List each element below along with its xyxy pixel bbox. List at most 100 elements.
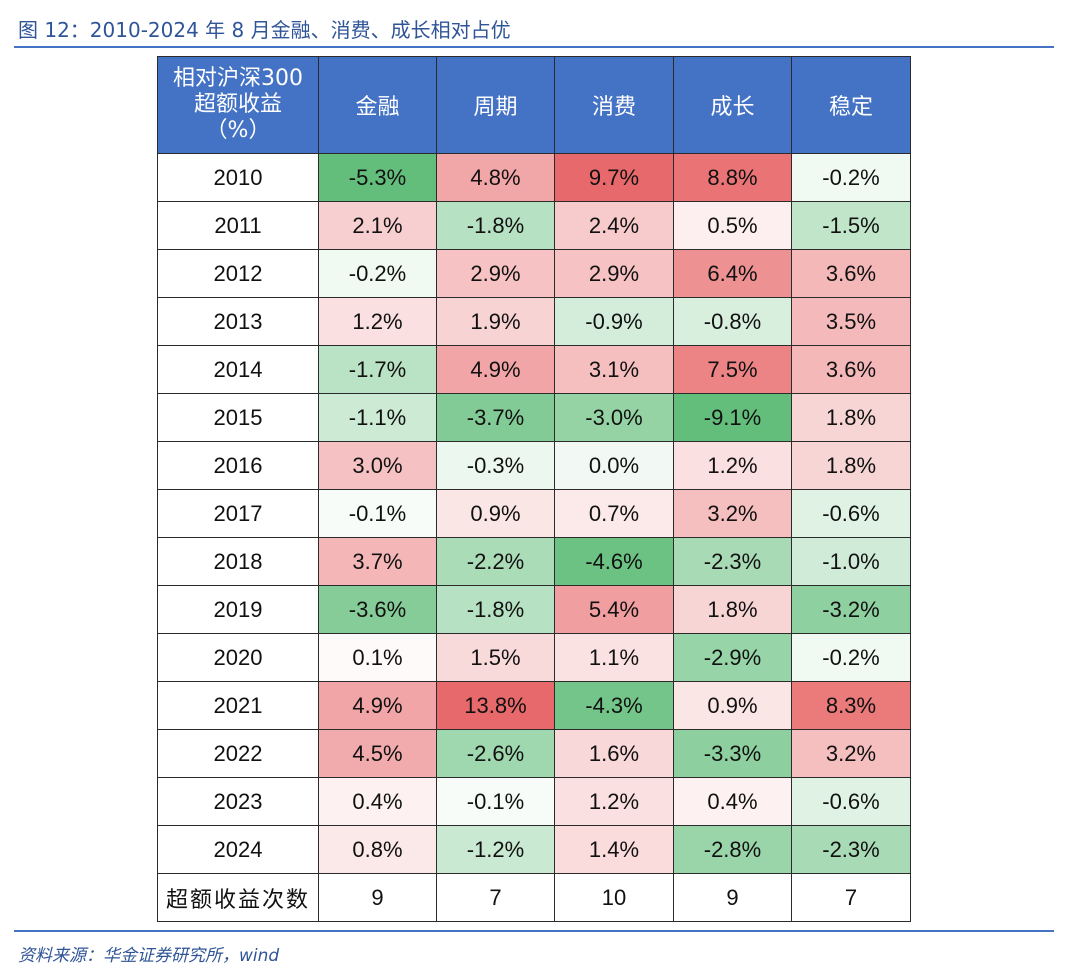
title-divider (14, 46, 1054, 48)
cell-cyclical: 0.9% (436, 489, 555, 538)
cell-stable: 3.2% (791, 729, 911, 778)
cell-stable: -0.6% (791, 777, 911, 826)
column-header-finance: 金融 (318, 56, 437, 154)
cell-cyclical: -1.8% (436, 585, 555, 634)
cell-consumer: 5.4% (554, 585, 674, 634)
cell-cyclical: 13.8% (436, 681, 555, 730)
cell-finance: 3.7% (318, 537, 437, 586)
cell-stable: 8.3% (791, 681, 911, 730)
cell-consumer: 3.1% (554, 345, 674, 394)
cell-consumer: 1.6% (554, 729, 674, 778)
corner-header-line-3: （%） (205, 118, 271, 143)
cell-growth: 6.4% (673, 249, 792, 298)
count-consumer: 10 (554, 873, 674, 922)
count-stable: 7 (791, 873, 911, 922)
cell-finance: 1.2% (318, 297, 437, 346)
table-row: 2016 3.0% -0.3% 0.0% 1.2% 1.8% (157, 441, 911, 490)
row-year-label: 2010 (157, 153, 319, 202)
cell-finance: -0.2% (318, 249, 437, 298)
corner-header: 相对沪深300 超额收益 （%） (157, 56, 319, 154)
cell-stable: -0.2% (791, 633, 911, 682)
cell-consumer: -3.0% (554, 393, 674, 442)
cell-finance: 0.8% (318, 825, 437, 874)
cell-cyclical: 4.9% (436, 345, 555, 394)
cell-growth: 3.2% (673, 489, 792, 538)
header-row: 相对沪深300 超额收益 （%） 金融 周期 消费 成长 稳定 (157, 56, 911, 154)
cell-finance: -1.1% (318, 393, 437, 442)
cell-finance: -0.1% (318, 489, 437, 538)
cell-stable: 1.8% (791, 393, 911, 442)
table-row: 2010 -5.3% 4.8% 9.7% 8.8% -0.2% (157, 153, 911, 202)
column-header-growth: 成长 (673, 56, 792, 154)
column-header-stable: 稳定 (791, 56, 911, 154)
cell-cyclical: -0.1% (436, 777, 555, 826)
cell-consumer: -4.3% (554, 681, 674, 730)
cell-stable: -1.5% (791, 201, 911, 250)
cell-growth: 1.8% (673, 585, 792, 634)
row-year-label: 2014 (157, 345, 319, 394)
row-year-label: 2021 (157, 681, 319, 730)
cell-growth: -2.8% (673, 825, 792, 874)
cell-consumer: -0.9% (554, 297, 674, 346)
cell-consumer: 1.4% (554, 825, 674, 874)
table-row: 2023 0.4% -0.1% 1.2% 0.4% -0.6% (157, 777, 911, 826)
count-growth: 9 (673, 873, 792, 922)
excess-return-table: 相对沪深300 超额收益 （%） 金融 周期 消费 成长 稳定 2010 -5.3… (157, 56, 911, 922)
count-finance: 9 (318, 873, 437, 922)
cell-stable: 1.8% (791, 441, 911, 490)
cell-growth: 0.4% (673, 777, 792, 826)
cell-finance: 0.4% (318, 777, 437, 826)
table-row: 2020 0.1% 1.5% 1.1% -2.9% -0.2% (157, 633, 911, 682)
column-header-cyclical: 周期 (436, 56, 555, 154)
cell-growth: 7.5% (673, 345, 792, 394)
cell-cyclical: 1.9% (436, 297, 555, 346)
cell-stable: 3.6% (791, 249, 911, 298)
cell-cyclical: -1.8% (436, 201, 555, 250)
cell-finance: 4.9% (318, 681, 437, 730)
row-year-label: 2023 (157, 777, 319, 826)
cell-finance: -3.6% (318, 585, 437, 634)
footer-divider (14, 930, 1054, 932)
row-year-label: 2020 (157, 633, 319, 682)
table-row: 2014 -1.7% 4.9% 3.1% 7.5% 3.6% (157, 345, 911, 394)
table-row: 2011 2.1% -1.8% 2.4% 0.5% -1.5% (157, 201, 911, 250)
row-year-label: 2018 (157, 537, 319, 586)
cell-growth: 1.2% (673, 441, 792, 490)
cell-stable: -2.3% (791, 825, 911, 874)
cell-growth: -2.9% (673, 633, 792, 682)
row-year-label: 2022 (157, 729, 319, 778)
cell-growth: -2.3% (673, 537, 792, 586)
cell-finance: -5.3% (318, 153, 437, 202)
row-year-label: 2012 (157, 249, 319, 298)
cell-finance: 3.0% (318, 441, 437, 490)
table-row: 2013 1.2% 1.9% -0.9% -0.8% 3.5% (157, 297, 911, 346)
table-row: 2022 4.5% -2.6% 1.6% -3.3% 3.2% (157, 729, 911, 778)
row-year-label: 2024 (157, 825, 319, 874)
cell-consumer: -4.6% (554, 537, 674, 586)
cell-stable: -1.0% (791, 537, 911, 586)
cell-cyclical: -1.2% (436, 825, 555, 874)
cell-consumer: 0.7% (554, 489, 674, 538)
cell-stable: -0.6% (791, 489, 911, 538)
column-header-consumer: 消费 (554, 56, 674, 154)
table-row: 2015 -1.1% -3.7% -3.0% -9.1% 1.8% (157, 393, 911, 442)
count-cyclical: 7 (436, 873, 555, 922)
cell-cyclical: -2.6% (436, 729, 555, 778)
cell-stable: 3.5% (791, 297, 911, 346)
cell-consumer: 2.4% (554, 201, 674, 250)
cell-cyclical: 4.8% (436, 153, 555, 202)
cell-consumer: 0.0% (554, 441, 674, 490)
cell-consumer: 1.2% (554, 777, 674, 826)
source-note: 资料来源：华金证券研究所，wind (18, 946, 280, 966)
cell-growth: 8.8% (673, 153, 792, 202)
table-row: 2021 4.9% 13.8% -4.3% 0.9% 8.3% (157, 681, 911, 730)
row-year-label: 2019 (157, 585, 319, 634)
cell-finance: 0.1% (318, 633, 437, 682)
count-row: 超额收益次数 9 7 10 9 7 (157, 873, 911, 922)
cell-finance: 4.5% (318, 729, 437, 778)
cell-growth: -0.8% (673, 297, 792, 346)
cell-stable: 3.6% (791, 345, 911, 394)
cell-cyclical: 1.5% (436, 633, 555, 682)
table-row: 2024 0.8% -1.2% 1.4% -2.8% -2.3% (157, 825, 911, 874)
cell-finance: -1.7% (318, 345, 437, 394)
